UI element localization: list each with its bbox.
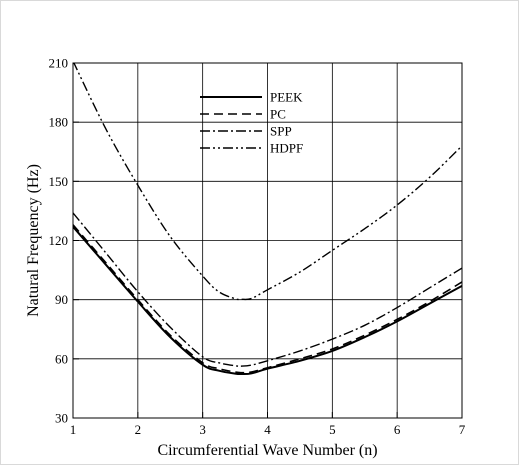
y-tick-label: 60 <box>55 351 68 366</box>
y-tick-label: 30 <box>55 411 68 426</box>
x-tick-label: 4 <box>264 422 271 437</box>
legend-label-pc: PC <box>270 107 286 122</box>
x-tick-label: 7 <box>459 422 466 437</box>
x-tick-label: 6 <box>394 422 401 437</box>
y-tick-label: 120 <box>49 233 69 248</box>
grid <box>72 62 463 419</box>
y-tick-label: 210 <box>49 56 69 71</box>
legend-label-peek: PEEK <box>270 90 303 105</box>
x-tick-label: 1 <box>70 422 77 437</box>
legend-label-spp: SPP <box>270 124 292 139</box>
ticks: 1 2 3 4 5 6 7 30 60 90 120 150 180 210 <box>49 56 466 438</box>
series-lines <box>73 63 462 376</box>
legend: PEEK PC SPP HDPF <box>200 90 303 156</box>
y-tick-label: 180 <box>49 115 69 130</box>
legend-label-hdpf: HDPF <box>270 141 303 156</box>
series-line-peek <box>73 226 462 376</box>
series-line-spp <box>73 212 462 367</box>
y-tick-label: 90 <box>55 292 68 307</box>
x-tick-label: 2 <box>135 422 142 437</box>
y-tick-label: 150 <box>49 174 69 189</box>
x-tick-label: 3 <box>199 422 206 437</box>
series-line-hdpf <box>73 63 462 301</box>
y-axis-label: Natural Frequency (Hz) <box>25 164 42 317</box>
x-axis-label: Circumferential Wave Number (n) <box>157 442 377 459</box>
x-tick-label: 5 <box>329 422 336 437</box>
